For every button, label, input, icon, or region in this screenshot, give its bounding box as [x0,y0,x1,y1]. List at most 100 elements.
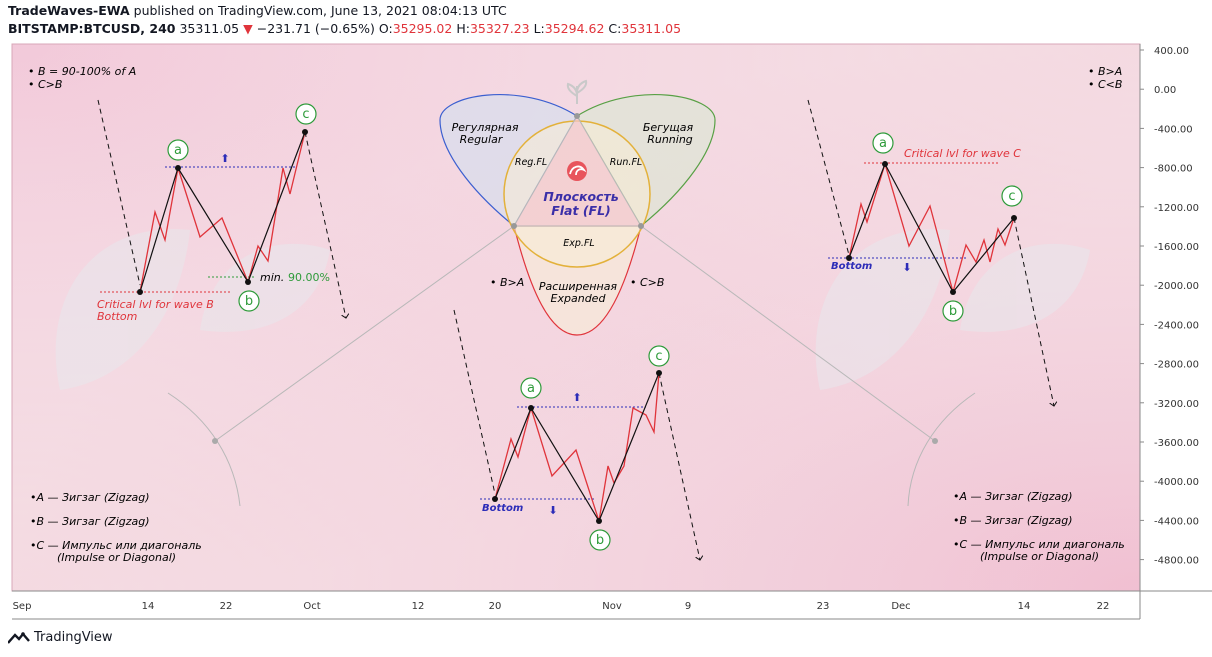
right-red-wave [848,161,1015,295]
left-wave-c: c [302,107,309,122]
y-tick-label: -1600.00 [1154,242,1199,253]
center-wave-a: a [527,381,535,396]
author-name[interactable]: TradeWaves-EWA [8,3,130,18]
center-wave-c: c [655,349,662,364]
right-wave-a: a [879,136,887,151]
tradingview-logo-icon [8,631,30,644]
run-fl-label: Run.FL [610,157,642,168]
x-axis[interactable]: Sep 14 22 Oct 12 20 Nov 9 23 Dec 14 22 [13,601,1110,612]
y-tick-label: -2000.00 [1154,281,1199,292]
reg-fl-label: Reg.FL [515,157,547,168]
right-legend-2: •B — Зигзаг (Zigzag) [953,514,1073,527]
last-price: 35311.05 [179,21,240,36]
right-legend-4: (Impulse or Diagonal) [980,550,1099,563]
footer-brand[interactable]: TradingView [8,630,113,645]
down-arrow-icon: ▼ [243,21,253,36]
flat-label-en: Flat (FL) [551,203,611,218]
y-tick-label: -1200.00 [1154,203,1199,214]
regular-label-ru: Регулярная [452,121,519,134]
left-legend-2: •B — Зигзаг (Zigzag) [30,515,150,528]
left-min-value: 90.00% [288,271,330,284]
running-lobe [576,93,716,227]
left-critical-label: Critical lvl for wave B [97,298,214,311]
left-red-wave [139,131,306,293]
left-legend-4: (Impulse or Diagonal) [57,551,176,564]
x-tick-label: 22 [1097,601,1110,612]
right-note-2: • C<B [1088,78,1122,91]
right-critical-label: Critical lvl for wave C [904,147,1021,160]
high-value: 35327.23 [469,21,530,36]
y-tick-label: -2400.00 [1154,320,1199,331]
right-down-arrow-icon: ⬇ [902,261,911,274]
open-label: O: [378,21,393,36]
left-note-2: • C>B [28,78,62,91]
price-change: −231.71 (−0.65%) [256,21,375,36]
expanded-label-ru: Расширенная [539,280,618,293]
center-black-wave [494,372,660,523]
right-legend-1: •A — Зигзаг (Zigzag) [953,490,1073,503]
y-tick-label: 0.00 [1154,85,1176,96]
center-up-arrow-icon: ⬆ [572,391,581,404]
y-tick-label: -400.00 [1154,124,1193,135]
right-bottom-label: Bottom [831,261,872,272]
x-tick-label: 22 [220,601,233,612]
right-legend-3: •C — Импульс или диагональ [953,538,1125,551]
publish-line: TradeWaves-EWA published on TradingView.… [8,3,507,18]
left-legend-1: •A — Зигзаг (Zigzag) [30,491,150,504]
footer-brand-label: TradingView [34,630,113,645]
c-gt-b-note: • C>B [630,276,664,289]
center-down-arrow-icon: ⬇ [548,504,557,517]
y-tick-label: -4400.00 [1154,516,1199,527]
x-tick-label: Nov [602,601,622,612]
left-bottom-label: Bottom [97,310,137,323]
sprout-icon [566,79,588,104]
left-legend-3: •C — Импульс или диагональ [30,539,202,552]
x-tick-label: Oct [303,601,320,612]
close-value: 35311.05 [621,21,682,36]
y-tick-label: -2800.00 [1154,360,1199,371]
venn-diagram [439,79,716,336]
running-label-en: Running [647,133,693,146]
left-wave-b: b [245,294,253,309]
x-tick-label: Dec [891,601,910,612]
wave-logo-icon [567,161,587,181]
center-bottom-label: Bottom [482,503,523,514]
regular-lobe [439,93,578,227]
close-label: C: [608,21,622,36]
b-gt-a-note: • B>A [490,276,524,289]
right-note-1: • B>A [1088,65,1122,78]
watermark-leaf-icon [55,229,1090,390]
publish-info: published on TradingView.com, June 13, 2… [133,3,507,18]
x-tick-label: 9 [685,601,691,612]
expanded-label-en: Expanded [551,292,607,305]
x-tick-label: 20 [489,601,502,612]
open-value: 35295.02 [392,21,453,36]
symbol-line: BITSTAMP:BTCUSD, 240 35311.05 ▼ −231.71 … [8,21,681,36]
right-black-wave [848,162,1015,294]
running-label-ru: Бегущая [643,121,694,134]
high-label: H: [456,21,470,36]
left-up-arrow-icon: ⬆ [220,152,229,165]
y-axis[interactable]: 400.00 0.00 -400.00 -800.00 -1200.00 -1600.00… [1140,46,1199,567]
right-wave-b: b [949,304,957,319]
connectors [167,225,976,507]
x-tick-label: 23 [817,601,830,612]
center-red-wave [494,372,660,522]
x-tick-label: 14 [142,601,155,612]
left-note-1: • B = 90-100% of A [28,65,136,78]
y-tick-label: -3600.00 [1154,438,1199,449]
y-tick-label: 400.00 [1154,46,1189,57]
center-wave-b: b [596,533,604,548]
y-tick-label: -800.00 [1154,164,1193,175]
flat-label-ru: Плоскость [543,189,618,204]
y-tick-label: -3200.00 [1154,399,1199,410]
y-tick-label: -4800.00 [1154,556,1199,567]
left-wave-a: a [174,143,182,158]
left-min-label: min. [260,271,284,284]
x-tick-label: 14 [1018,601,1031,612]
x-tick-label: 12 [412,601,425,612]
low-label: L: [533,21,545,36]
symbol: BITSTAMP:BTCUSD, 240 [8,21,176,36]
x-tick-label: Sep [13,601,32,612]
